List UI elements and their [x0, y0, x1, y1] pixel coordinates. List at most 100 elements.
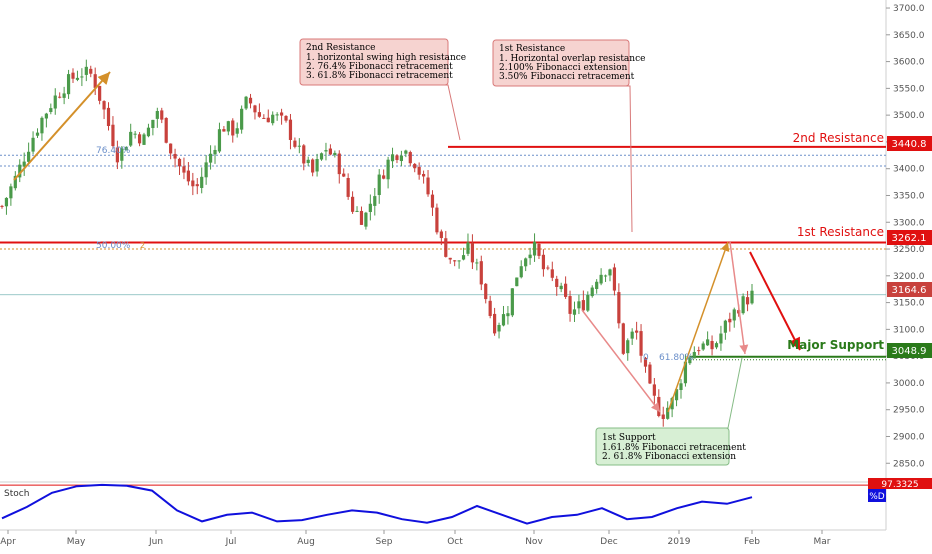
candle-body-73 — [324, 150, 328, 152]
candle-body-43 — [191, 180, 195, 187]
note-second-resistance[interactable]: 2nd Resistance 1. horizontal swing high … — [299, 38, 466, 86]
candle-body-46 — [204, 162, 208, 178]
candle-body-15 — [66, 74, 71, 95]
candle-body-25 — [111, 124, 115, 147]
candle-body-66 — [293, 140, 297, 147]
candle-body-162 — [719, 333, 723, 344]
candle-body-51 — [226, 121, 230, 132]
candle-body-83 — [368, 203, 372, 212]
stochastic-pane — [0, 483, 886, 525]
candle-body-11 — [49, 108, 53, 112]
candle-body-1 — [4, 197, 9, 207]
candle-body-139 — [617, 292, 621, 324]
candle-body-88 — [390, 154, 395, 162]
candle-body-156 — [692, 352, 696, 359]
candle-body-67 — [297, 145, 301, 147]
candle-body-77 — [342, 173, 346, 177]
note-first-resistance[interactable]: 1st Resistance 1. Horizontal overlap res… — [492, 39, 645, 87]
y-tick-label-5: 3100.0 — [893, 325, 925, 335]
candle-body-99 — [439, 231, 443, 239]
y-tick-label-2: 2950.0 — [893, 406, 925, 416]
candle-body-42 — [186, 170, 190, 182]
candle-body-87 — [386, 159, 390, 180]
candle-body-56 — [248, 97, 253, 104]
note-first-support-line-2: 2. 61.8% Fibonacci extension — [602, 452, 736, 462]
candle-body-55 — [244, 96, 248, 109]
candle-body-37 — [164, 117, 168, 143]
stoch-label: Stoch — [4, 489, 29, 499]
note-second-resistance-line-1: 1. horizontal swing high resistance — [306, 53, 466, 63]
candle-body-9 — [40, 117, 44, 134]
candle-body-3 — [13, 175, 17, 189]
candle-body-107 — [475, 262, 479, 264]
candle-body-117 — [519, 266, 523, 278]
stoch-value-tag-bg — [868, 478, 932, 489]
candle-body-113 — [501, 314, 506, 326]
candle-body-12 — [53, 95, 57, 109]
y-tick-label-10: 3350.0 — [893, 191, 925, 201]
candle-body-142 — [630, 331, 634, 339]
y-tick-label-11: 3400.0 — [893, 165, 925, 175]
stoch-value-tag: 97.3325 — [881, 480, 918, 490]
note-second-resistance-line-2: 2. 76.4% Fibonacci retracement — [306, 62, 453, 72]
note-first-support-title: 1st Support — [602, 433, 656, 443]
candle-body-150 — [666, 407, 670, 419]
candle-body-157 — [697, 350, 701, 352]
candle-body-104 — [461, 255, 466, 260]
note-second-resistance-title: 2nd Resistance — [306, 43, 376, 53]
candle-body-168 — [745, 297, 750, 305]
candle-body-94 — [417, 166, 421, 175]
candle-body-52 — [231, 120, 235, 136]
candle-body-63 — [279, 112, 284, 116]
note-first-support[interactable]: 1st Support 1.61.8% Fibonacci retracemen… — [595, 427, 746, 466]
candle-body-108 — [479, 261, 483, 285]
x-tick-label-0: Apr — [0, 537, 16, 547]
major-support-label: Major Support — [787, 338, 884, 352]
y-tick-label-8: 3250.0 — [893, 245, 925, 255]
candle-body-18 — [80, 76, 84, 78]
note-second-resistance-box — [299, 38, 449, 86]
candle-body-144 — [639, 331, 643, 356]
candle-body-111 — [493, 313, 497, 334]
note-first-resistance-title: 1st Resistance — [499, 44, 565, 54]
x-tick-label-10: Feb — [744, 537, 760, 547]
candle-body-121 — [537, 243, 541, 256]
first-resistance-label: 1st Resistance — [797, 225, 884, 239]
y-tick-label-17: 3700.0 — [893, 4, 925, 14]
orange-arrow-left — [13, 71, 111, 181]
candle-body-53 — [235, 128, 239, 134]
candle-body-28 — [124, 146, 128, 151]
candle-body-62 — [275, 114, 279, 116]
x-tick-label-4: Aug — [297, 537, 315, 547]
candle-body-14 — [62, 93, 66, 98]
candle-body-13 — [58, 96, 62, 98]
candle-body-127 — [564, 283, 568, 297]
candle-body-105 — [466, 242, 470, 254]
candle-body-124 — [550, 269, 554, 278]
x-axis-ticks: Apr May Jun Jul Aug Sep Oct Nov Dec 2019 Feb Mar — [0, 530, 831, 547]
candle-body-125 — [555, 278, 559, 287]
price-tag-second-resistance-bg — [887, 136, 932, 151]
fib-50-label: 50.00% — [96, 241, 131, 251]
candle-body-45 — [200, 176, 204, 188]
candle-body-141 — [626, 340, 630, 354]
y-tick-label-15: 3600.0 — [893, 58, 925, 68]
candle-body-8 — [35, 132, 40, 136]
candle-body-132 — [586, 295, 590, 311]
candle-body-120 — [532, 241, 537, 256]
candle-body-58 — [257, 112, 261, 117]
candle-body-134 — [595, 281, 599, 289]
candle-body-38 — [169, 143, 173, 154]
candlestick-series — [0, 59, 754, 427]
y-tick-label-3: 3000.0 — [893, 379, 925, 389]
candle-body-92 — [408, 152, 412, 164]
candle-body-110 — [488, 300, 492, 316]
price-tag-first-resistance-bg — [887, 230, 932, 245]
candle-body-169 — [750, 290, 754, 304]
candle-body-153 — [679, 383, 683, 390]
candle-body-75 — [333, 152, 337, 156]
price-tag-second-resistance: 3440.8 — [892, 139, 927, 150]
candle-body-23 — [102, 101, 106, 110]
